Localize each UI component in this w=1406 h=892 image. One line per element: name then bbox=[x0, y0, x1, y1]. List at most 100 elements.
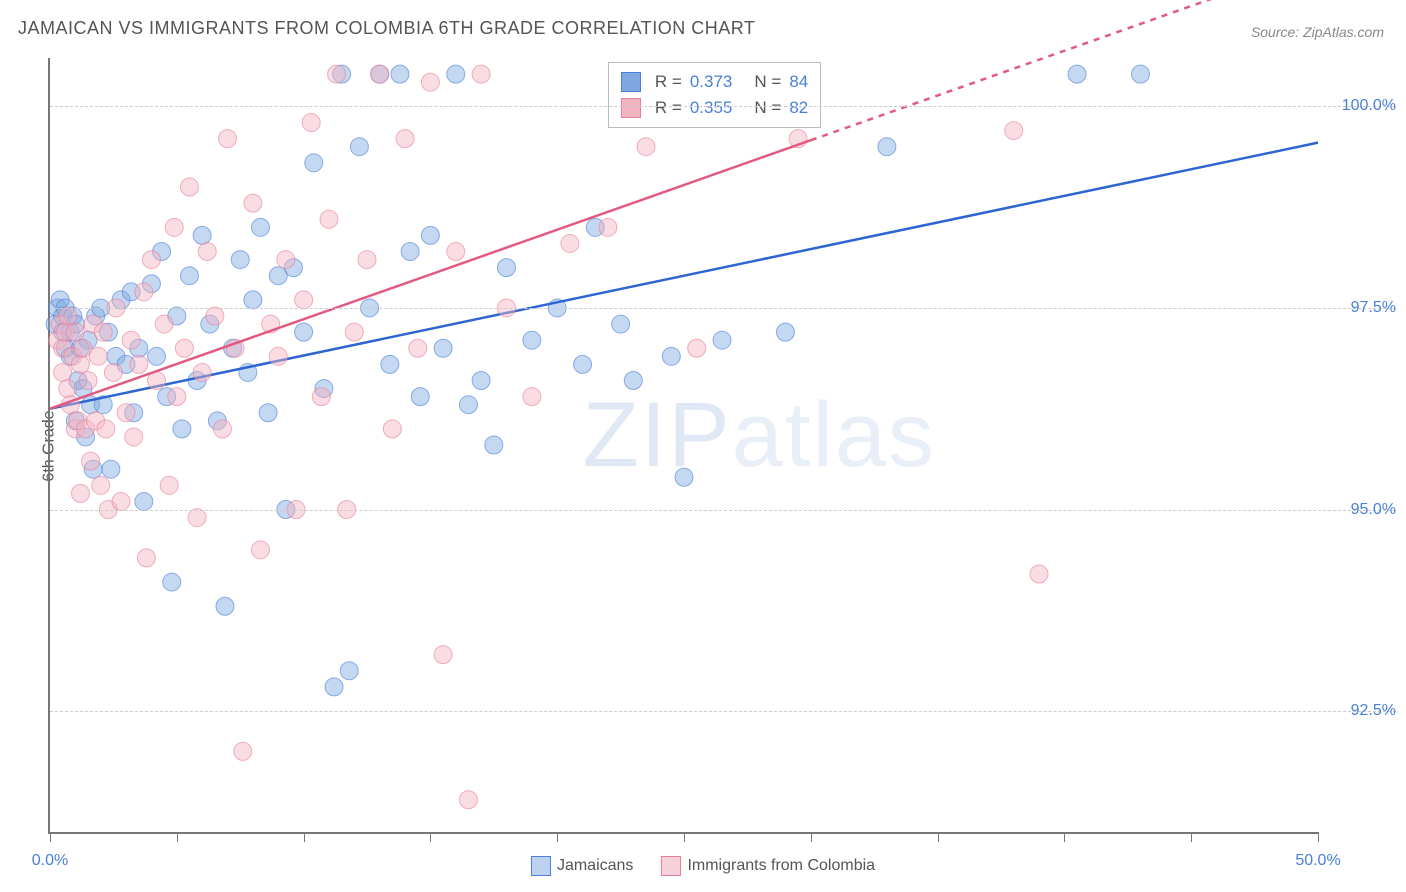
stat-r-value: 0.355 bbox=[690, 95, 733, 121]
data-point bbox=[1068, 65, 1086, 83]
data-point bbox=[434, 339, 452, 357]
data-point bbox=[104, 363, 122, 381]
data-point bbox=[421, 226, 439, 244]
legend-swatch bbox=[621, 72, 641, 92]
source-label: Source: ZipAtlas.com bbox=[1251, 24, 1384, 40]
data-point bbox=[345, 323, 363, 341]
legend-swatch bbox=[531, 856, 551, 876]
data-point bbox=[198, 243, 216, 261]
stats-legend-row: R = 0.355N = 82 bbox=[621, 95, 808, 121]
stat-n-label: N = bbox=[754, 95, 781, 121]
data-point bbox=[54, 363, 72, 381]
x-tick bbox=[430, 832, 431, 842]
data-point bbox=[59, 307, 77, 325]
data-point bbox=[358, 251, 376, 269]
data-point bbox=[94, 323, 112, 341]
data-point bbox=[599, 218, 617, 236]
data-point bbox=[381, 355, 399, 373]
regression-line bbox=[50, 143, 1318, 409]
scatter-plot-svg bbox=[50, 58, 1318, 832]
data-point bbox=[168, 388, 186, 406]
data-point bbox=[295, 323, 313, 341]
data-point bbox=[142, 251, 160, 269]
x-tick bbox=[177, 832, 178, 842]
y-tick-label: 95.0% bbox=[1351, 501, 1396, 519]
data-point bbox=[112, 492, 130, 510]
stat-n-value: 84 bbox=[789, 69, 808, 95]
data-point bbox=[295, 291, 313, 309]
data-point bbox=[612, 315, 630, 333]
data-point bbox=[561, 234, 579, 252]
legend-swatch bbox=[661, 856, 681, 876]
data-point bbox=[79, 372, 97, 390]
data-point bbox=[206, 307, 224, 325]
stat-r-value: 0.373 bbox=[690, 69, 733, 95]
data-point bbox=[776, 323, 794, 341]
data-point bbox=[472, 372, 490, 390]
legend-label: Immigrants from Colombia bbox=[687, 857, 875, 874]
data-point bbox=[259, 404, 277, 422]
data-point bbox=[175, 339, 193, 357]
bottom-legend: Jamaicans Immigrants from Colombia bbox=[531, 856, 875, 876]
data-point bbox=[340, 662, 358, 680]
data-point bbox=[675, 468, 693, 486]
x-tick bbox=[50, 832, 51, 842]
data-point bbox=[574, 355, 592, 373]
data-point bbox=[485, 436, 503, 454]
data-point bbox=[244, 291, 262, 309]
stat-n-label: N = bbox=[754, 69, 781, 95]
data-point bbox=[130, 355, 148, 373]
data-point bbox=[447, 65, 465, 83]
data-point bbox=[59, 380, 77, 398]
data-point bbox=[447, 243, 465, 261]
data-point bbox=[391, 65, 409, 83]
data-point bbox=[523, 331, 541, 349]
data-point bbox=[155, 315, 173, 333]
data-point bbox=[137, 549, 155, 567]
data-point bbox=[234, 742, 252, 760]
y-tick-label: 92.5% bbox=[1351, 702, 1396, 720]
data-point bbox=[396, 130, 414, 148]
data-point bbox=[213, 420, 231, 438]
data-point bbox=[878, 138, 896, 156]
data-point bbox=[97, 420, 115, 438]
data-point bbox=[459, 791, 477, 809]
data-point bbox=[89, 347, 107, 365]
data-point bbox=[163, 573, 181, 591]
y-tick-label: 100.0% bbox=[1342, 97, 1396, 115]
legend-label: Jamaicans bbox=[557, 857, 633, 874]
data-point bbox=[160, 476, 178, 494]
x-tick-label: 50.0% bbox=[1295, 852, 1340, 870]
x-tick-label: 0.0% bbox=[32, 852, 68, 870]
x-tick bbox=[1191, 832, 1192, 842]
data-point bbox=[411, 388, 429, 406]
x-tick bbox=[304, 832, 305, 842]
data-point bbox=[165, 218, 183, 236]
data-point bbox=[325, 678, 343, 696]
data-point bbox=[472, 65, 490, 83]
data-point bbox=[277, 251, 295, 269]
data-point bbox=[421, 73, 439, 91]
x-tick bbox=[684, 832, 685, 842]
data-point bbox=[350, 138, 368, 156]
data-point bbox=[320, 210, 338, 228]
data-point bbox=[251, 218, 269, 236]
data-point bbox=[92, 476, 110, 494]
gridline bbox=[50, 308, 1396, 309]
data-point bbox=[71, 355, 89, 373]
data-point bbox=[122, 331, 140, 349]
data-point bbox=[102, 460, 120, 478]
legend-item: Immigrants from Colombia bbox=[661, 856, 875, 876]
data-point bbox=[251, 541, 269, 559]
stat-n-value: 82 bbox=[789, 95, 808, 121]
data-point bbox=[180, 267, 198, 285]
data-point bbox=[523, 388, 541, 406]
x-tick bbox=[811, 832, 812, 842]
data-point bbox=[1131, 65, 1149, 83]
data-point bbox=[173, 420, 191, 438]
gridline bbox=[50, 106, 1396, 107]
data-point bbox=[401, 243, 419, 261]
data-point bbox=[328, 65, 346, 83]
stat-r-label: R = bbox=[655, 69, 682, 95]
data-point bbox=[125, 428, 143, 446]
